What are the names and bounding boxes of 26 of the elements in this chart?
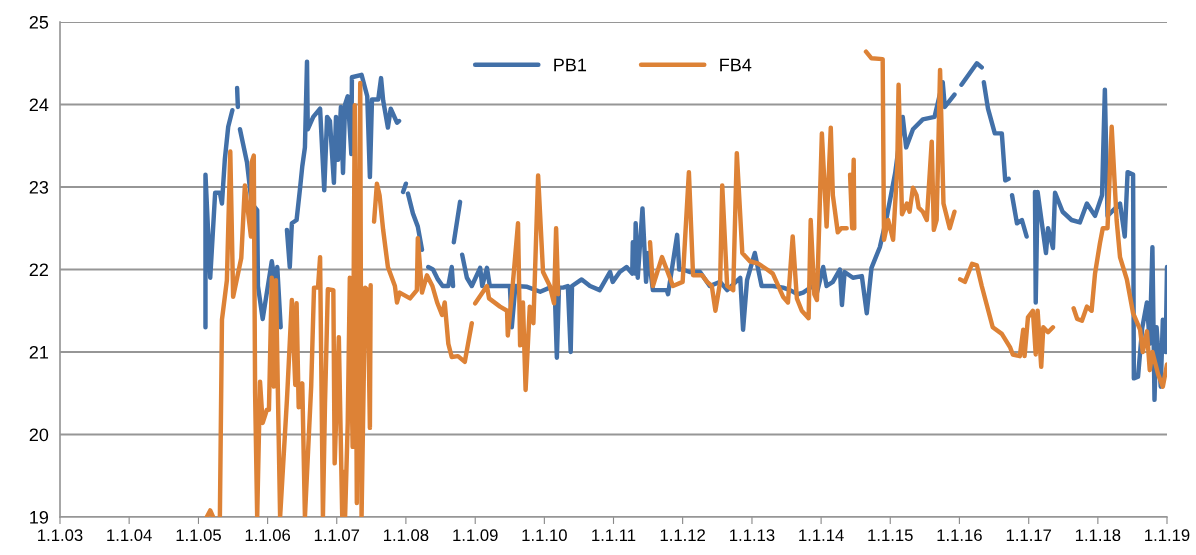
x-tick-label: 1.1.15	[868, 529, 913, 542]
x-tick-label: 1.1.19	[1145, 529, 1190, 542]
x-tick-label: 1.1.09	[453, 529, 498, 542]
x-tick-label: 1.1.11	[592, 529, 636, 541]
y-tick-label: 22	[29, 263, 48, 277]
x-tick-label: 1.1.07	[314, 529, 360, 542]
x-tick-label: 1.1.10	[522, 529, 567, 542]
x-tick-label: 1.1.06	[245, 529, 291, 542]
x-tick-label: 1.1.17	[1006, 529, 1052, 541]
y-tick-label: 19	[30, 510, 49, 524]
y-tick-label: 23	[29, 180, 49, 194]
x-tick-label: 1.1.03	[38, 529, 83, 542]
legend-label: FB4	[720, 58, 752, 72]
y-tick-label: 20	[29, 428, 49, 442]
y-tick-label: 21	[29, 345, 49, 359]
x-tick-label: 1.1.04	[107, 529, 152, 542]
x-tick-label: 1.1.12	[660, 529, 705, 541]
x-tick-label: 1.1.18	[1075, 529, 1121, 542]
legend-label: PB1	[554, 58, 587, 72]
x-tick-label: 1.1.05	[176, 529, 221, 542]
x-tick-label: 1.1.13	[730, 529, 775, 542]
x-tick-label: 1.1.14	[799, 529, 844, 541]
x-tick-label: 1.1.08	[383, 529, 429, 542]
x-tick-label: 1.1.16	[937, 529, 982, 542]
y-tick-label: 24	[29, 98, 49, 112]
y-tick-label: 25	[29, 15, 49, 29]
